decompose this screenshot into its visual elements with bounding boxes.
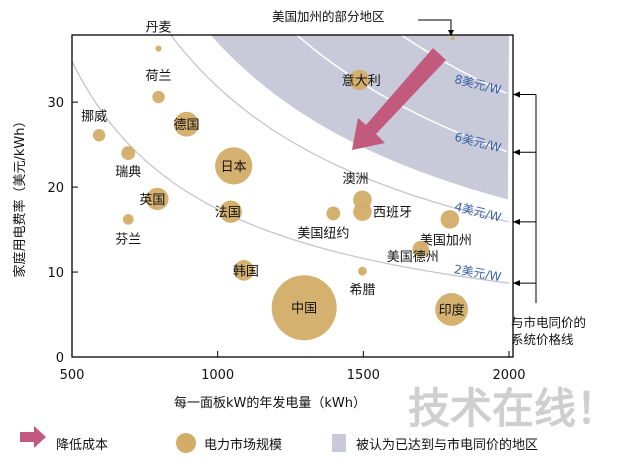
legend-arrow-icon [20,426,46,448]
bubble-label: 挪威 [81,109,107,124]
bubble-label: 荷兰 [146,69,172,84]
bubble-4 [92,129,106,142]
bubble-label: 日本 [221,160,247,175]
bracket-arrowhead [513,149,520,156]
bubble-14 [440,210,460,229]
price-line-highlight-4 [389,26,507,94]
bubble-9 [122,213,134,225]
watermark: 技术在线！ [408,384,618,433]
price-lines-note-1: 与市电同价的 [511,315,586,330]
bubble-label: 英国 [139,193,165,208]
plot-frame [71,34,514,358]
bracket-arrowhead [513,218,520,225]
y-axis-label: 家庭用电费率（美元/kWh） [12,114,28,277]
price-line-label: 2美元/W [453,262,502,284]
y-tick-label: 10 [47,266,64,281]
bubble-20 [450,36,455,41]
bubble-label: 美国加州 [420,233,472,248]
ca-region-label: 美国加州的部分地区 [272,9,385,24]
parity-region [199,35,509,200]
bubble-label: 意大利 [342,73,381,89]
legend-shade-icon [332,434,346,452]
bubble-label: 中国 [291,302,317,317]
price-line-2 [169,35,509,223]
bubble-10 [348,69,370,91]
legend-label: 电力市场规模 [204,437,282,453]
legend-label: 降低成本 [56,438,108,453]
bubble-17 [358,266,367,276]
bubble-label: 丹麦 [146,21,172,36]
bubble-6 [215,147,253,185]
bubble-7 [146,187,169,211]
bubble-label: 希腊 [349,283,375,298]
bubble-label: 印度 [439,302,465,318]
bubble-label: 美国德州 [387,250,439,265]
price-lines-note-2: 系统价格线 [511,332,574,347]
bubble-19 [435,293,469,326]
bracket-arrowhead [513,280,520,287]
bubble-15 [412,240,429,258]
y-tick-label: 20 [47,181,64,196]
x-tick-label: 1500 [347,368,380,383]
bubble-18 [271,275,337,341]
x-tick-label: 1000 [201,368,234,383]
price-line-1 [72,61,510,284]
bubble-label: 法国 [215,206,241,221]
bubble-5 [121,146,136,161]
bubble-label: 西班牙 [373,206,412,221]
x-axis-label: 每一面板kW的年发电量（kWh） [174,395,366,411]
bubble-16 [233,260,255,281]
bracket-arrowhead [513,91,520,98]
bubble-label: 德国 [173,118,199,133]
x-tick-label: 500 [60,368,85,383]
x-tick-label: 2000 [492,368,525,383]
bubble-13 [326,206,341,221]
price-line-label: 4美元/W [453,199,503,224]
bubble-2 [152,90,165,104]
ca-leader-line [418,19,452,33]
legend-bubble-icon [176,433,196,453]
bubble-label: 澳洲 [342,171,368,187]
bubble-label: 瑞典 [115,165,141,180]
bubble-label: 芬兰 [115,232,141,247]
legend-label: 被认为已达到与市电同价的地区 [356,437,538,453]
bubble-8 [219,200,242,223]
y-tick-label: 0 [56,351,64,366]
cost-reduction-arrow [352,48,446,150]
bubble-3 [174,111,199,137]
bubble-label: 韩国 [233,264,259,279]
bubble-label: 美国纽约 [297,226,349,241]
bubble-1 [155,45,162,52]
ca-leader-arrowhead [448,30,454,36]
y-tick-label: 30 [47,96,64,111]
bubble-12 [353,202,372,222]
